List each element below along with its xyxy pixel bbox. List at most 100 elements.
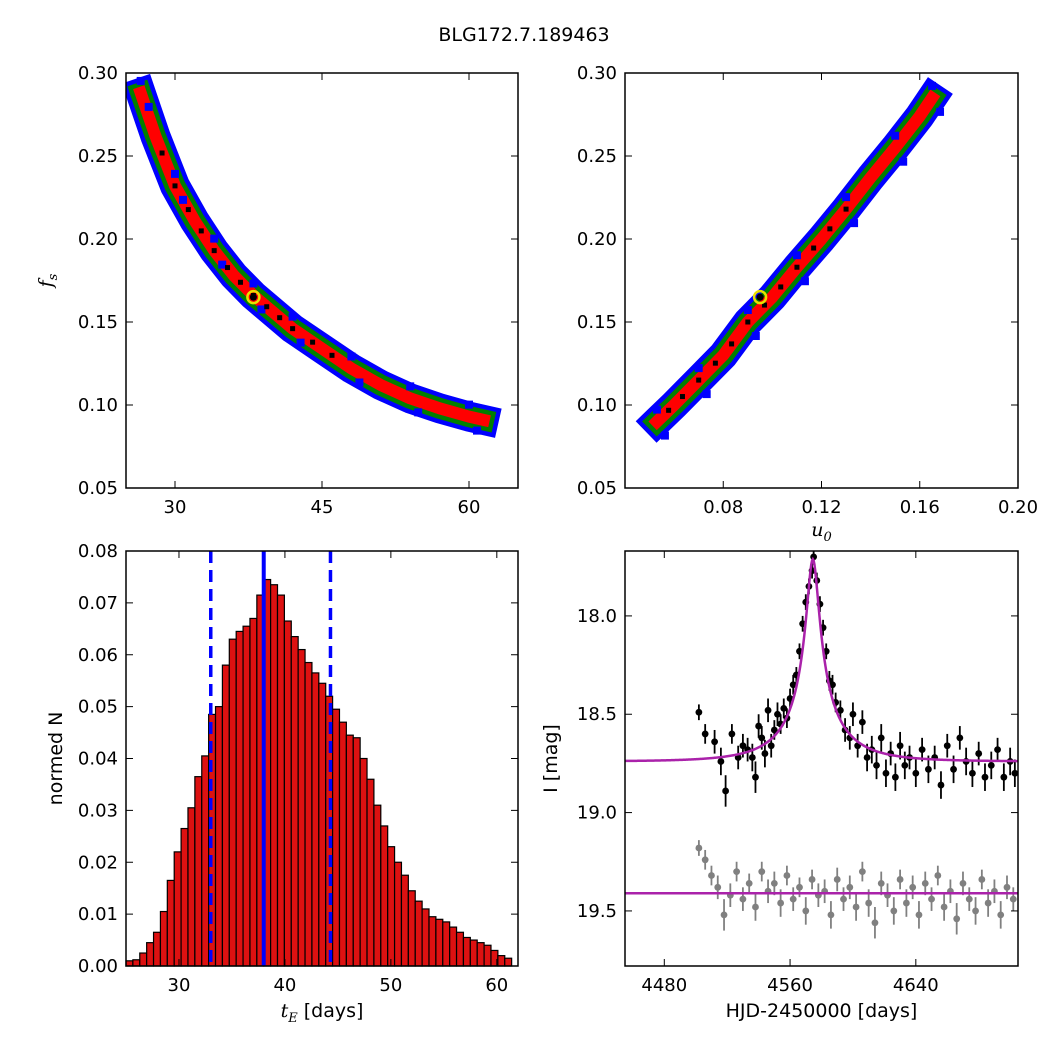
histogram-bar xyxy=(387,846,396,967)
sigma3-pixel xyxy=(210,234,219,243)
primary-data-point xyxy=(943,742,951,750)
primary-data-point xyxy=(1011,769,1018,777)
histogram-bar xyxy=(249,617,258,967)
sigma3-pixel xyxy=(850,219,859,228)
sigma3-pixel xyxy=(652,405,661,414)
y-tick-label: 0.30 xyxy=(78,63,118,84)
y-axis-label: I [mag] xyxy=(540,724,562,793)
secondary-data-point xyxy=(959,879,967,887)
x-tick-label: 30 xyxy=(168,975,191,996)
primary-data-point xyxy=(873,761,880,769)
primary-data-point xyxy=(987,761,995,769)
sigma3-pixel xyxy=(800,277,809,286)
sigma3-pixel xyxy=(144,102,153,111)
y-tick-label: 0.15 xyxy=(78,312,118,333)
primary-data-point xyxy=(695,708,703,716)
histogram-bar xyxy=(187,807,196,967)
sigma3-pixel xyxy=(347,352,356,361)
histogram-bar xyxy=(455,931,465,967)
primary-data-point xyxy=(748,754,756,761)
secondary-data-point xyxy=(789,895,797,903)
y-tick-label: 0.15 xyxy=(577,312,617,333)
panel-fs-vs-tE: 30 45 60 0.05 0.10 0.15 0.20 0.25 0.30 fs xyxy=(35,63,519,518)
primary-data-point xyxy=(739,742,747,750)
secondary-data-point xyxy=(902,899,910,907)
histogram-bar xyxy=(214,706,224,967)
histogram-bar xyxy=(201,755,210,967)
primary-data-point xyxy=(901,761,909,769)
histogram-bar xyxy=(132,959,141,967)
peak-pixel xyxy=(290,326,296,332)
histogram-bar xyxy=(290,635,299,967)
contour-layer xyxy=(635,77,953,443)
secondary-data-point xyxy=(714,883,722,891)
y-tick-label: 0.03 xyxy=(78,800,118,821)
secondary-data-point xyxy=(802,907,810,915)
secondary-data-point xyxy=(896,876,904,883)
secondary-data-point xyxy=(695,844,703,852)
secondary-data-point xyxy=(783,872,791,879)
sigma3-pixel xyxy=(288,312,297,321)
histogram-bar xyxy=(366,778,375,967)
sigma3-pixel xyxy=(257,305,266,314)
primary-data-point xyxy=(891,773,899,781)
histogram-bar xyxy=(442,921,451,967)
peak-pixel xyxy=(172,183,178,189)
secondary-data-point xyxy=(733,868,741,875)
peak-pixel xyxy=(277,315,283,321)
primary-data-point xyxy=(918,746,926,754)
histogram-bar xyxy=(146,942,155,967)
sigma3-pixel xyxy=(660,431,669,440)
secondary-data-point xyxy=(877,879,885,887)
best-fit-center xyxy=(249,293,257,301)
secondary-data-point xyxy=(934,872,942,879)
secondary-data-point xyxy=(978,876,986,883)
peak-pixel xyxy=(666,407,672,413)
y-tick-label: 0.05 xyxy=(78,697,118,718)
sigma3-pixel xyxy=(694,364,703,373)
secondary-data-point xyxy=(701,856,709,864)
histogram-bar xyxy=(476,942,485,967)
secondary-data-point xyxy=(796,883,803,891)
histogram-bar xyxy=(469,939,478,967)
primary-data-point xyxy=(937,781,945,789)
sigma3-pixel xyxy=(792,251,801,260)
histogram-bar xyxy=(139,952,148,967)
peak-pixel xyxy=(329,352,335,358)
primary-data-point xyxy=(752,773,759,781)
sigma3-pixel xyxy=(406,382,415,391)
histogram-bar xyxy=(345,734,354,967)
primary-data-point xyxy=(956,734,964,742)
secondary-data-point xyxy=(940,903,948,911)
histogram-bar xyxy=(400,874,409,967)
histogram-bar xyxy=(173,851,182,967)
best-fit-marker xyxy=(752,289,768,305)
histogram-bar xyxy=(428,916,437,967)
sigma3-pixel xyxy=(465,400,473,409)
peak-pixel xyxy=(264,304,270,310)
sigma3-pixel xyxy=(171,169,179,178)
secondary-data-point xyxy=(890,907,898,915)
x-axis-label-sub: E xyxy=(287,1011,298,1026)
primary-data-point xyxy=(975,750,983,757)
sigma3-pixel xyxy=(218,260,227,269)
x-tick-label: 4640 xyxy=(893,975,939,996)
secondary-data-point xyxy=(852,903,860,911)
sigma3-pixel xyxy=(743,306,752,314)
panel-tE-histogram: 30 40 50 60 0.00 0.01 0.02 0.03 0.04 0.05 0.06 0.07… xyxy=(45,541,519,1026)
secondary-data-point xyxy=(720,911,728,919)
secondary-data-point xyxy=(984,899,992,907)
histogram-bar xyxy=(380,825,389,967)
y-axis-label-sub: s xyxy=(46,273,61,280)
peak-pixel xyxy=(679,394,685,400)
y-tick-label: 0.20 xyxy=(577,229,617,250)
histogram-bar xyxy=(270,584,279,967)
y-tick-label: 0.10 xyxy=(577,395,617,416)
primary-data-point xyxy=(882,769,890,777)
x-axis-label: HJD-2450000 [days] xyxy=(726,1000,918,1022)
y-tick-label: 0.00 xyxy=(78,956,118,977)
x-axis-label-unit: [days] xyxy=(298,1000,364,1022)
y-tick-label: 19.5 xyxy=(577,901,617,922)
primary-data-point xyxy=(722,787,730,795)
primary-data-point xyxy=(829,681,836,689)
